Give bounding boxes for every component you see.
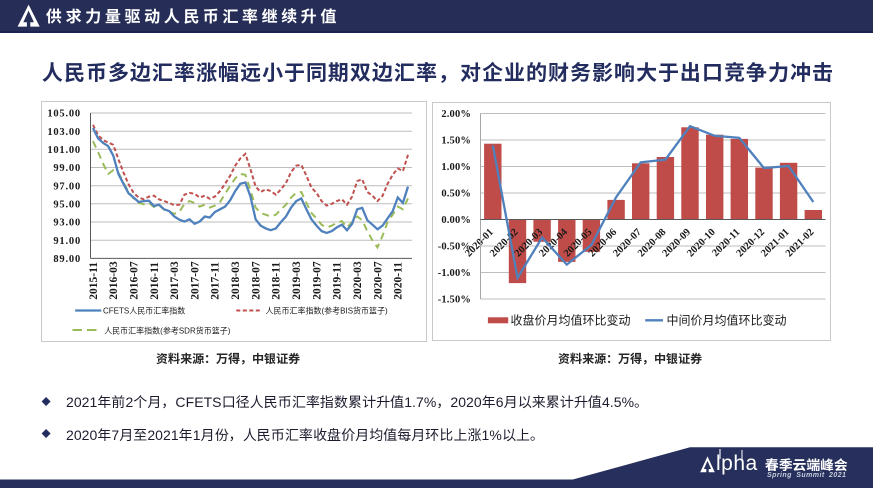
svg-text:2020-11: 2020-11	[393, 262, 405, 300]
svg-text:2018-03: 2018-03	[230, 261, 242, 300]
svg-text:2017-07: 2017-07	[189, 261, 201, 300]
svg-text:99.00: 99.00	[53, 163, 81, 174]
svg-text:105.00: 105.00	[47, 109, 81, 120]
svg-text:1.00%: 1.00%	[441, 162, 471, 173]
svg-text:101.00: 101.00	[47, 145, 81, 156]
svg-text:2016-07: 2016-07	[128, 261, 140, 300]
svg-text:1.50%: 1.50%	[441, 136, 471, 147]
svg-text:中间价月均值环比变动: 中间价月均值环比变动	[667, 313, 787, 328]
svg-text:103.00: 103.00	[47, 127, 81, 138]
svg-text:2.00%: 2.00%	[441, 109, 471, 120]
svg-text:2019-07: 2019-07	[311, 261, 323, 300]
svg-text:89.00: 89.00	[53, 254, 81, 265]
svg-text:2019-03: 2019-03	[291, 261, 303, 300]
svg-text:CFETS人民币汇率指数: CFETS人民币汇率指数	[103, 306, 185, 316]
svg-text:-1.50%: -1.50%	[438, 295, 471, 306]
svg-text:2016-03: 2016-03	[108, 261, 120, 300]
svg-text:-0.50%: -0.50%	[438, 242, 471, 253]
svg-text:2018-11: 2018-11	[271, 262, 283, 300]
svg-text:2016-11: 2016-11	[149, 262, 161, 300]
svg-text:2020-03: 2020-03	[352, 261, 364, 300]
svg-text:0.50%: 0.50%	[441, 189, 471, 200]
svg-text:人民币汇率指数(参考SDR货币篮子): 人民币汇率指数(参考SDR货币篮子)	[104, 325, 231, 335]
svg-text:93.00: 93.00	[53, 218, 81, 229]
svg-text:97.00: 97.00	[53, 181, 81, 192]
svg-text:2020-07: 2020-07	[372, 261, 384, 300]
svg-text:2017-11: 2017-11	[210, 262, 222, 300]
svg-text:0.00%: 0.00%	[441, 215, 471, 226]
svg-text:-1.00%: -1.00%	[438, 268, 471, 279]
svg-text:2019-11: 2019-11	[332, 262, 344, 300]
svg-text:2018-07: 2018-07	[250, 261, 262, 300]
svg-text:人民币汇率指数(参考BIS货币篮子): 人民币汇率指数(参考BIS货币篮子)	[266, 306, 389, 316]
svg-text:91.00: 91.00	[53, 236, 81, 247]
svg-text:95.00: 95.00	[53, 199, 81, 210]
svg-text:2015-11: 2015-11	[88, 262, 100, 300]
svg-text:收盘价月均值环比变动: 收盘价月均值环比变动	[511, 313, 631, 328]
svg-text:2017-03: 2017-03	[169, 261, 181, 300]
